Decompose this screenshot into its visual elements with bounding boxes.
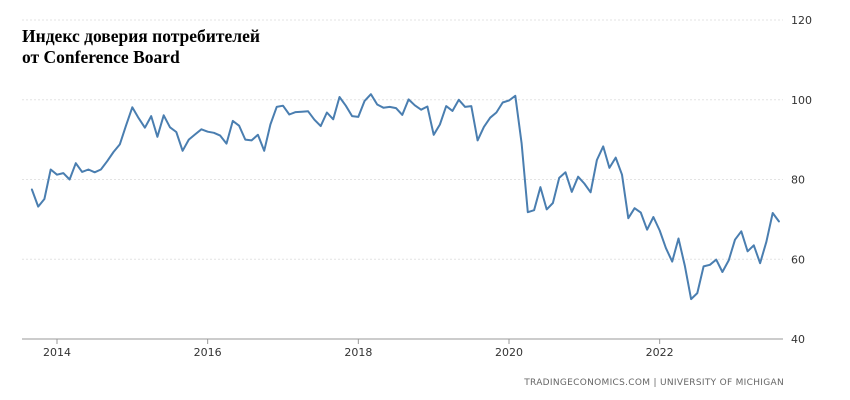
y-tick-label: 100 bbox=[791, 94, 812, 107]
x-tick-label: 2018 bbox=[344, 346, 372, 359]
x-tick-label: 2014 bbox=[43, 346, 71, 359]
y-axis: 120 100 80 60 40 bbox=[791, 14, 812, 346]
grid bbox=[22, 19, 783, 340]
chart-title-line-2: от Conference Board bbox=[22, 47, 180, 67]
series-line bbox=[30, 93, 780, 301]
x-tick-label: 2016 bbox=[194, 346, 222, 359]
y-tick-label: 120 bbox=[791, 14, 812, 27]
series-layer bbox=[30, 93, 780, 301]
y-tick-label: 80 bbox=[791, 174, 805, 187]
y-tick-label: 60 bbox=[791, 253, 805, 266]
y-tick-label: 40 bbox=[791, 333, 805, 346]
x-tick-label: 2022 bbox=[646, 346, 674, 359]
source-credit: TRADINGECONOMICS.COM | UNIVERSITY OF MIC… bbox=[523, 378, 784, 388]
x-axis: 2014 2016 2018 2020 2022 bbox=[43, 339, 674, 359]
x-tick-label: 2020 bbox=[495, 346, 523, 359]
chart-title-line-1: Индекс доверия потребителей bbox=[22, 26, 260, 46]
chart-title: Индекс доверия потребителей от Conferenc… bbox=[22, 26, 260, 68]
